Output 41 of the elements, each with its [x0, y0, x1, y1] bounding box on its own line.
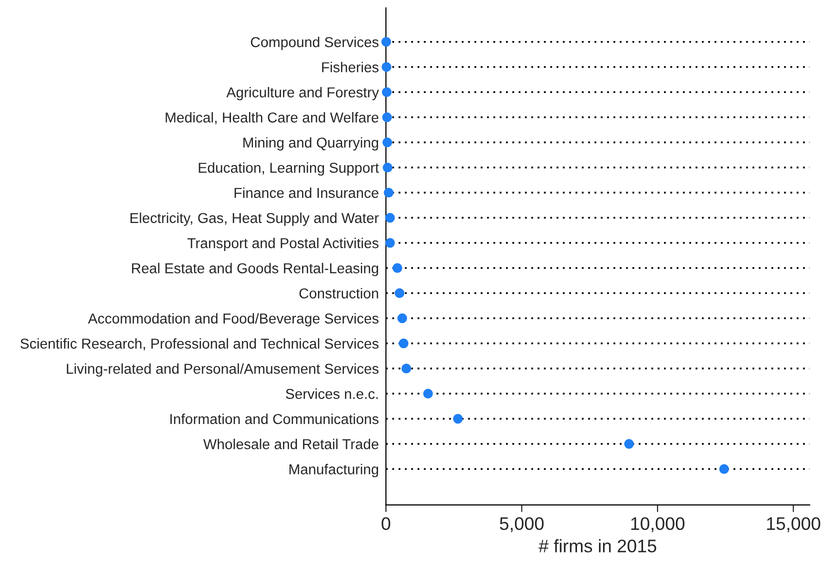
- x-tick-label: 5,000: [500, 517, 544, 532]
- y-tick-label: Wholesale and Retail Trade: [203, 438, 378, 450]
- y-tick-label: Accommodation and Food/Beverage Services: [88, 313, 378, 326]
- y-tick-label: Scientific Research, Professional and Technical Services: [20, 338, 378, 350]
- point: [384, 188, 394, 198]
- y-tick-label: Finance and Insurance: [234, 187, 378, 198]
- y-tick-label: Education, Learning Support: [198, 162, 379, 176]
- point: [401, 364, 412, 374]
- point: [382, 138, 392, 148]
- point: [397, 313, 408, 324]
- point: [385, 212, 395, 223]
- y-tick-label: Manufacturing: [290, 464, 378, 478]
- x-tick-label: 10,000: [631, 517, 684, 532]
- y-tick-label: Construction: [299, 288, 378, 298]
- y-tick-label: Information and Communications: [170, 414, 378, 424]
- y-tick-label: Mining and Quarrying: [243, 137, 378, 151]
- point: [624, 439, 634, 449]
- point: [453, 414, 463, 424]
- y-tick-label: Fisheries: [322, 62, 378, 72]
- point: [398, 338, 408, 348]
- y-tick-label: Transport and Postal Activities: [187, 238, 378, 252]
- point: [382, 62, 392, 72]
- point: [382, 87, 392, 97]
- point: [382, 162, 392, 172]
- y-tick-label: Real Estate and Goods Rental-Leasing: [132, 262, 378, 276]
- y-tick-label: Compound Services: [250, 36, 378, 50]
- point: [385, 238, 395, 248]
- point: [392, 263, 402, 273]
- point: [381, 37, 392, 47]
- y-tick-label: Medical, Health Care and Welfare: [166, 112, 378, 124]
- point: [719, 464, 729, 474]
- y-tick-label: Electricity, Gas, Heat Supply and Water: [130, 212, 379, 226]
- y-tick-label: Agriculture and Forestry: [226, 86, 379, 100]
- y-tick-label: Services n.e.c.: [286, 388, 378, 399]
- x-axis-title: # firms in 2015: [538, 539, 656, 552]
- y-tick-label: Living-related and Personal/Amusement Services: [66, 363, 378, 377]
- point: [382, 112, 392, 122]
- x-tick-label: 15,000: [767, 517, 820, 532]
- point: [423, 388, 433, 399]
- x-tick-label: 0: [382, 517, 390, 530]
- point: [394, 288, 404, 298]
